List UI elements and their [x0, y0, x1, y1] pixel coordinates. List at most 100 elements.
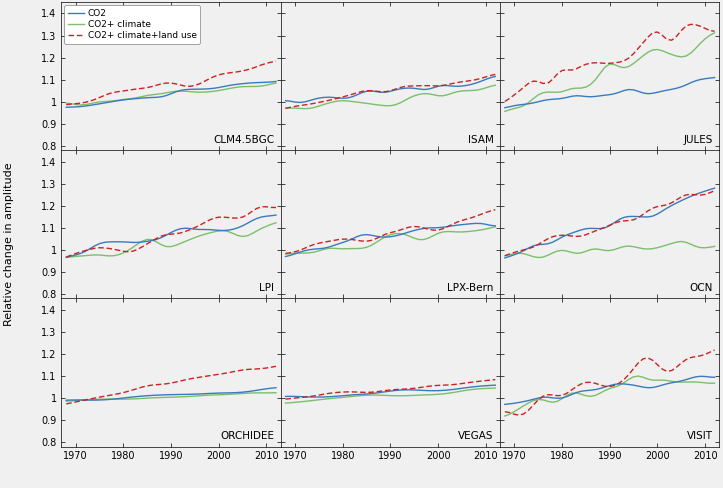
CO2	[520, 247, 529, 253]
CO2	[667, 203, 676, 208]
CO2+ climate	[395, 231, 404, 237]
CO2+ climate+land use	[191, 82, 200, 88]
CO2	[147, 238, 156, 244]
CO2+ climate+land use	[391, 86, 400, 92]
CO2+ climate+land use	[138, 384, 147, 390]
CO2	[419, 86, 428, 92]
CO2+ climate+land use	[119, 248, 128, 254]
CO2	[129, 394, 137, 400]
CO2+ climate	[672, 53, 681, 59]
CO2+ climate	[401, 98, 409, 103]
CO2+ climate	[439, 229, 448, 235]
CO2+ climate	[119, 250, 128, 256]
CO2	[691, 374, 700, 380]
CO2+ climate+land use	[333, 95, 342, 101]
CO2	[257, 386, 266, 392]
CO2+ climate	[300, 106, 309, 112]
CO2+ climate+land use	[505, 409, 514, 415]
CO2	[529, 100, 538, 106]
CO2+ climate	[649, 246, 657, 252]
CO2	[476, 79, 485, 84]
CO2+ climate	[691, 45, 700, 51]
CO2	[410, 85, 419, 91]
CO2	[482, 383, 490, 388]
CO2+ climate	[524, 400, 533, 406]
CO2+ climate+land use	[353, 237, 362, 243]
CO2	[153, 236, 161, 242]
CO2+ climate	[200, 392, 209, 398]
CO2	[453, 222, 461, 228]
CO2+ climate	[591, 246, 600, 252]
CO2+ climate	[686, 379, 695, 385]
CO2+ climate	[243, 83, 252, 89]
CO2+ climate+land use	[653, 29, 662, 35]
CO2	[586, 387, 595, 393]
CO2+ climate	[620, 244, 628, 249]
CO2	[467, 81, 476, 87]
CO2+ climate+land use	[200, 373, 209, 379]
CO2	[453, 83, 461, 89]
CO2	[548, 96, 557, 102]
CO2	[634, 88, 643, 94]
CO2+ climate	[520, 102, 529, 108]
CO2+ climate	[539, 90, 547, 96]
CO2+ climate	[305, 398, 314, 404]
CO2+ climate	[243, 390, 252, 396]
CO2	[348, 392, 356, 398]
CO2	[90, 102, 99, 107]
CO2+ climate+land use	[219, 71, 228, 77]
CO2	[305, 394, 314, 400]
CO2+ climate	[548, 89, 557, 95]
CO2+ climate	[181, 239, 189, 244]
CO2	[581, 387, 590, 393]
CO2	[424, 86, 433, 92]
CO2+ climate+land use	[134, 386, 142, 391]
CO2+ climate+land use	[544, 81, 552, 86]
CO2+ climate+land use	[677, 28, 685, 34]
CO2+ climate	[147, 92, 156, 98]
CO2+ climate+land use	[491, 377, 500, 383]
CO2+ climate	[372, 240, 380, 245]
CO2	[181, 87, 189, 93]
CO2	[553, 395, 562, 401]
CO2+ climate+land use	[706, 190, 714, 196]
CO2+ climate	[205, 392, 213, 398]
CO2+ climate+land use	[658, 366, 667, 372]
CO2+ climate+land use	[415, 385, 424, 390]
CO2+ climate+land use	[453, 381, 461, 387]
CO2+ climate	[453, 389, 461, 395]
CO2+ climate	[72, 253, 80, 259]
CO2+ climate+land use	[548, 77, 557, 82]
CO2+ climate	[577, 391, 586, 397]
CO2+ climate	[439, 391, 448, 397]
CO2+ climate+land use	[110, 246, 119, 252]
CO2+ climate	[381, 234, 390, 240]
CO2+ climate	[76, 397, 85, 403]
CO2	[124, 97, 132, 102]
CO2+ climate	[443, 92, 452, 98]
CO2+ climate	[629, 244, 638, 249]
CO2+ climate+land use	[191, 224, 200, 230]
CO2	[272, 385, 281, 391]
CO2+ climate	[300, 399, 309, 405]
CO2	[443, 387, 452, 393]
CO2	[195, 226, 204, 232]
CO2+ climate	[153, 91, 161, 97]
CO2+ climate+land use	[658, 32, 667, 38]
CO2	[114, 98, 123, 103]
CO2+ climate+land use	[515, 248, 523, 254]
CO2+ climate	[281, 105, 290, 111]
CO2+ climate+land use	[515, 412, 523, 418]
CO2+ climate+land use	[219, 214, 228, 220]
CO2	[62, 254, 71, 260]
CO2	[76, 397, 85, 403]
CO2	[252, 80, 261, 85]
CO2+ climate+land use	[81, 397, 90, 403]
CO2	[620, 381, 628, 387]
CO2	[638, 384, 647, 390]
CO2	[72, 397, 80, 403]
CO2+ climate	[629, 61, 638, 66]
CO2	[638, 214, 647, 220]
CO2	[257, 214, 266, 220]
CO2	[610, 220, 619, 225]
